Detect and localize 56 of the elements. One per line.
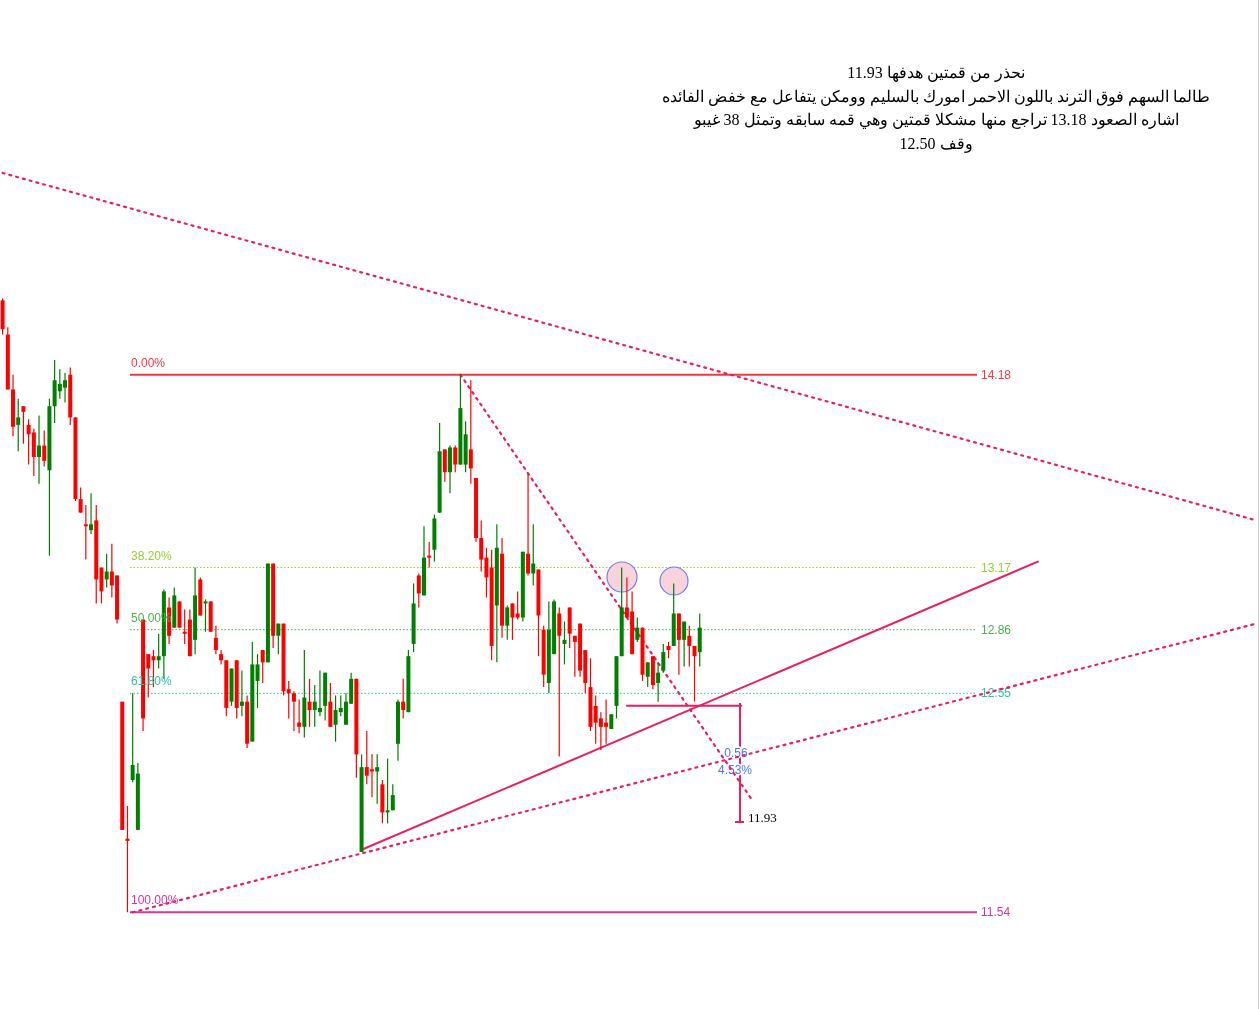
candlestick (468, 379, 473, 485)
candlestick (687, 625, 692, 668)
candlestick (156, 633, 161, 670)
annotation: 38.20% (131, 548, 173, 563)
candlestick (42, 429, 47, 468)
candlestick (390, 783, 395, 811)
candlestick (505, 604, 510, 641)
annotation: 100.00% (131, 893, 179, 908)
candlestick (510, 602, 515, 641)
candlestick (203, 598, 208, 633)
candlestick (219, 649, 224, 665)
candlestick (317, 669, 322, 717)
candlestick (297, 698, 302, 734)
candlestick (562, 620, 567, 665)
y-tick-label: 14.18 (981, 367, 1012, 382)
candlestick (557, 606, 562, 758)
candlestick (255, 653, 260, 709)
annotation: نحذر من قمتين هدفها 11.93 (847, 64, 1025, 82)
y-tick-label: 12.86 (981, 622, 1012, 637)
candlestick (291, 690, 296, 732)
y-tick-label: 12.55 (981, 686, 1012, 701)
candlestick (21, 405, 26, 445)
candlestick (645, 661, 650, 688)
candlestick (78, 486, 83, 514)
annotation: 11.93 (748, 810, 777, 825)
annotation: 0.00% (131, 355, 166, 370)
candlestick (89, 492, 94, 535)
candlestick (239, 669, 244, 717)
candlestick (656, 661, 661, 703)
candlestick (692, 645, 697, 703)
candlestick (661, 643, 666, 674)
candlestick (104, 553, 109, 589)
y-tick-label: 11.54 (981, 905, 1011, 920)
candlestick (375, 753, 380, 805)
candlestick (307, 678, 312, 728)
annotation: طالما السهم فوق الترند باللون الاحمر امورك بالسليم وومكن يتفاعل مع خفض الفائده (662, 87, 1210, 106)
candlestick (213, 625, 218, 655)
annotation: وقف 12.50 (899, 134, 973, 153)
candlestick (515, 590, 520, 621)
candlestick (453, 445, 458, 473)
candlestick (416, 572, 421, 609)
candlestick (16, 398, 21, 452)
candlestick (531, 523, 536, 587)
candlestick (83, 504, 88, 561)
candlestick (479, 519, 484, 573)
candlestick (526, 473, 531, 577)
candlestick (635, 616, 640, 643)
candlestick (276, 623, 281, 655)
candlestick (37, 414, 42, 485)
candlestick (427, 541, 432, 569)
candlestick (682, 620, 687, 668)
y-tick-label: 13.17 (981, 560, 1012, 575)
candlestick (442, 448, 447, 483)
annotation: اشاره الصعود 13.18 تراجع منها مشكلا قمتين وهي قمه سابقه وتمثل 38 غيبو (692, 111, 1179, 129)
candlestick (260, 649, 265, 684)
candlestick (401, 678, 406, 720)
